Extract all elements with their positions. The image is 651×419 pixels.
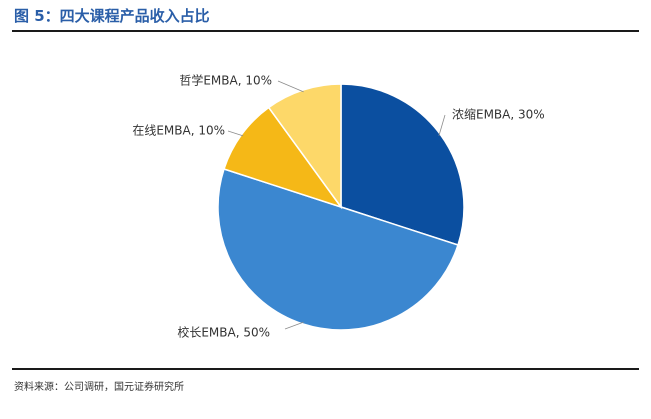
pie-slice-4 (267, 83, 342, 210)
pie-slice-2 (217, 168, 459, 331)
slice-label-4: 哲学EMBA, 10% (179, 73, 272, 88)
slice-labels: 浓缩EMBA, 30% 校长EMBA, 50% 在线EMBA, 10% 哲学EMBA,… (132, 73, 544, 340)
slice-label-1: 浓缩EMBA, 30% (452, 107, 545, 122)
pie-slice-3 (223, 106, 343, 209)
leader-lines (227, 80, 446, 330)
leader-line-4 (277, 80, 304, 93)
pie-slices (217, 83, 465, 331)
leader-line-1 (438, 114, 446, 136)
title-divider (12, 30, 639, 32)
leader-line-2 (284, 321, 304, 330)
slice-label-3: 在线EMBA, 10% (132, 124, 225, 138)
slice-label-2: 校长EMBA, 50% (177, 325, 270, 340)
pie-slice-1 (340, 83, 465, 246)
source-divider (12, 368, 639, 370)
figure-title: 图 5：四大课程产品收入占比 (14, 7, 210, 25)
source-note: 资料来源：公司调研，国元证券研究所 (14, 382, 184, 393)
leader-line-3 (227, 130, 244, 137)
